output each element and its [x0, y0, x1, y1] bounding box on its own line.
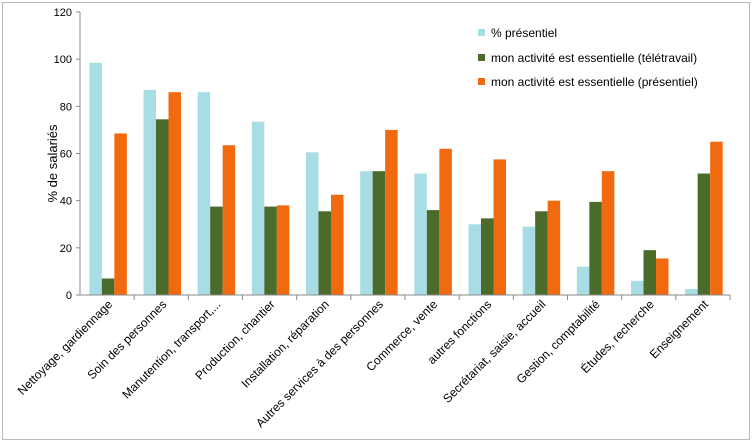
bar-series-1-12: [685, 289, 698, 295]
bar-series-1-9: [522, 226, 536, 295]
legend-label: mon activité est essentielle (présentiel…: [491, 75, 698, 89]
bar-series-2-12: [697, 173, 711, 295]
bar-series-3-6: [385, 129, 398, 295]
bar-series-3-3: [222, 145, 236, 295]
x-category-label: Enseignement: [647, 297, 712, 362]
legend: % présentiel mon activité est essentielle…: [478, 26, 698, 89]
bar-series-2-9: [535, 211, 548, 295]
bar-series-3-2: [168, 92, 181, 295]
legend-label: mon activité est essentielle (télétravai…: [491, 51, 697, 65]
bar-series-3-1: [114, 133, 127, 295]
bar-series-1-8: [468, 224, 481, 295]
legend-swatch: [478, 78, 485, 85]
bar-series-2-2: [156, 119, 169, 295]
bar-series-1-11: [631, 280, 644, 295]
x-category-label: Nettoyage, gardiennage: [15, 297, 116, 398]
bar-series-2-11: [643, 250, 656, 295]
bar-series-2-3: [210, 206, 223, 295]
bar-series-1-5: [306, 152, 319, 295]
bar-series-1-10: [576, 266, 590, 295]
legend-swatch: [478, 54, 485, 61]
bar-series-3-9: [547, 200, 561, 295]
bar-series-2-6: [372, 171, 386, 295]
bar-series-2-1: [101, 278, 115, 295]
y-tick-label: 80: [60, 101, 72, 113]
bar-series-2-4: [264, 206, 277, 295]
bar-series-1-4: [251, 121, 265, 295]
bar-series-1-3: [197, 92, 211, 295]
bar-series-2-8: [481, 218, 494, 295]
y-tick-label: 60: [60, 149, 72, 161]
bar-series-3-5: [331, 194, 344, 295]
y-tick-label: 0: [66, 290, 72, 302]
bars: [89, 62, 723, 296]
y-axis: 0 20 40 60 80 100 120: [54, 7, 81, 302]
legend-label: % présentiel: [491, 26, 557, 40]
bar-series-3-10: [601, 171, 615, 295]
y-tick-label: 40: [60, 196, 72, 208]
y-tick-label: 20: [60, 243, 72, 255]
bar-series-1-6: [360, 171, 373, 295]
bar-series-3-11: [656, 258, 669, 295]
bar-series-3-8: [493, 159, 506, 295]
bar-series-1-2: [143, 89, 156, 295]
bar-series-3-4: [276, 205, 290, 295]
bar-series-2-5: [318, 211, 331, 295]
y-tick-label: 120: [54, 7, 72, 19]
bar-series-3-12: [710, 141, 723, 295]
bar-series-2-7: [426, 210, 440, 295]
y-tick-label: 100: [54, 54, 72, 66]
bar-series-1-1: [89, 62, 102, 296]
bar-series-1-7: [414, 173, 427, 295]
legend-swatch: [478, 29, 485, 36]
bar-series-2-10: [589, 201, 602, 295]
x-category-label: Secrétariat, saisie, accueil: [440, 297, 548, 405]
x-category-label: Manutention, transport,...: [119, 297, 223, 401]
y-axis-label: % de salariés: [45, 124, 60, 203]
bar-series-3-7: [439, 148, 452, 295]
